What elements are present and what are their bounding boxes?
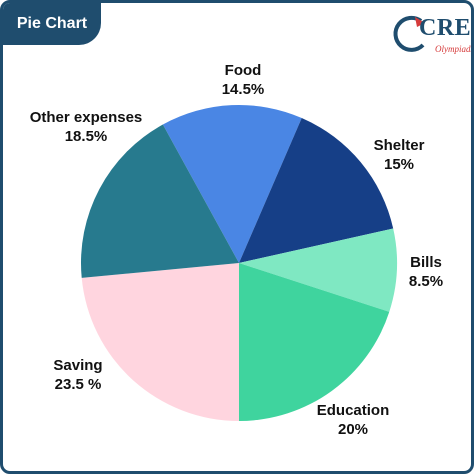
logo-tagline: Olympiads xyxy=(435,44,474,54)
page-title: Pie Chart xyxy=(16,15,88,32)
logo-swoosh-icon xyxy=(393,15,425,52)
slice-label-food: Food 14.5% xyxy=(193,61,293,99)
slice-label-saving: Saving 23.5 % xyxy=(33,356,123,394)
slice-value: 14.5% xyxy=(221,81,265,98)
slice-value: 8.5% xyxy=(408,273,444,290)
pie-slice-shelter xyxy=(239,117,394,263)
slice-label-shelter: Shelter 15% xyxy=(359,136,439,174)
slice-value: 18.5% xyxy=(64,128,108,145)
slice-value: 20% xyxy=(337,421,369,438)
pie-slice-education xyxy=(239,263,390,421)
pie-chart xyxy=(81,105,398,421)
logo-wordmark: CREST xyxy=(419,15,472,41)
slice-name: Other expenses xyxy=(29,109,143,126)
slice-name: Food xyxy=(224,62,262,79)
pie-slice-food xyxy=(162,105,302,263)
pie-slice-other-expenses xyxy=(81,124,240,278)
slice-name: Shelter xyxy=(373,137,425,154)
slice-value: 15% xyxy=(383,156,415,173)
page-title-tab: Pie Chart xyxy=(3,3,101,45)
slice-label-bills: Bills 8.5% xyxy=(401,253,451,291)
slice-label-education: Education 20% xyxy=(303,401,403,439)
slice-name: Saving xyxy=(53,357,103,374)
slice-value: 23.5 % xyxy=(54,376,102,393)
slice-name: Education xyxy=(316,402,390,419)
brand-logo: CREST Olympiads xyxy=(391,13,471,59)
slice-name: Bills xyxy=(410,254,442,271)
pie-slice-bills xyxy=(239,228,398,312)
slice-label-other-expenses: Other expenses 18.5% xyxy=(11,108,161,146)
pie-slice-saving xyxy=(81,263,240,421)
